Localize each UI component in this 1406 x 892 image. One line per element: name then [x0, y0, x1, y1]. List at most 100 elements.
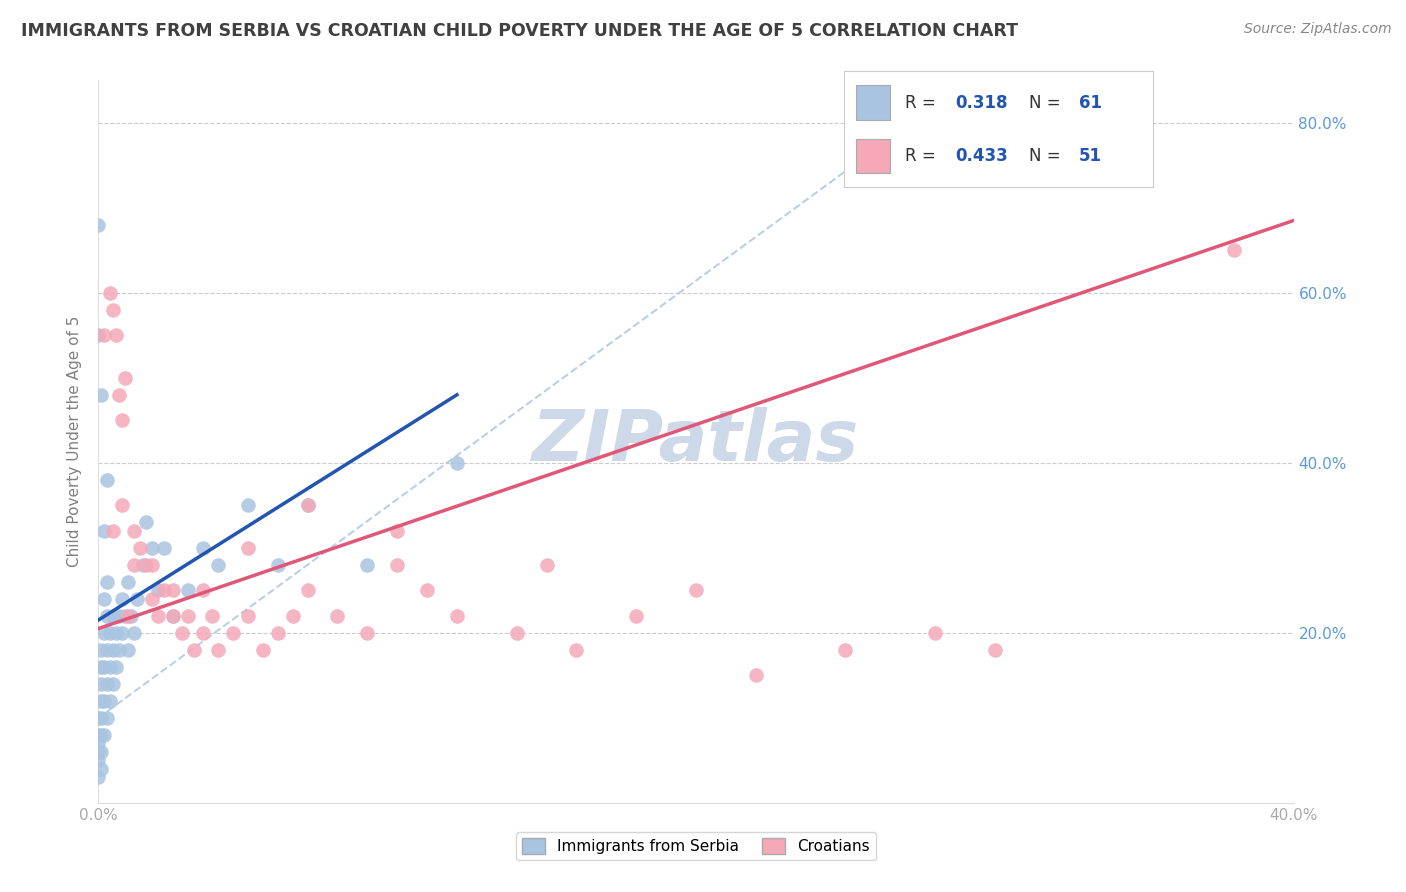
- Point: [252, 642, 274, 657]
- Point: [153, 583, 176, 598]
- Point: [297, 498, 319, 512]
- Point: [87, 218, 110, 232]
- Point: [124, 524, 146, 538]
- Point: [93, 660, 115, 674]
- Point: [124, 558, 146, 572]
- Point: [177, 583, 200, 598]
- Point: [129, 541, 152, 555]
- Text: N =: N =: [1029, 94, 1066, 112]
- Text: 51: 51: [1078, 147, 1102, 165]
- Text: ZIPatlas: ZIPatlas: [533, 407, 859, 476]
- Point: [416, 583, 439, 598]
- Point: [267, 625, 290, 640]
- Point: [924, 625, 946, 640]
- Point: [191, 541, 214, 555]
- Point: [446, 608, 468, 623]
- Point: [1223, 244, 1246, 258]
- Point: [93, 328, 115, 343]
- Point: [111, 413, 134, 427]
- Point: [135, 516, 157, 530]
- Point: [207, 558, 229, 572]
- Point: [111, 625, 134, 640]
- Text: R =: R =: [905, 147, 942, 165]
- Text: N =: N =: [1029, 147, 1066, 165]
- Point: [626, 608, 648, 623]
- Point: [108, 608, 131, 623]
- Point: [201, 608, 224, 623]
- Point: [236, 541, 259, 555]
- Point: [103, 302, 125, 317]
- Point: [114, 371, 136, 385]
- Point: [96, 677, 118, 691]
- Point: [385, 558, 409, 572]
- Point: [162, 583, 184, 598]
- Point: [90, 711, 112, 725]
- Point: [124, 625, 146, 640]
- Point: [105, 660, 128, 674]
- Point: [162, 608, 184, 623]
- FancyBboxPatch shape: [856, 138, 890, 173]
- Point: [536, 558, 558, 572]
- Point: [96, 473, 118, 487]
- Point: [90, 762, 112, 776]
- Point: [177, 608, 200, 623]
- Point: [117, 608, 139, 623]
- Point: [297, 498, 319, 512]
- Text: 0.433: 0.433: [955, 147, 1008, 165]
- Point: [93, 625, 115, 640]
- Point: [103, 642, 125, 657]
- Point: [191, 625, 214, 640]
- Point: [96, 574, 118, 589]
- Point: [236, 498, 259, 512]
- Point: [127, 591, 149, 606]
- Point: [356, 558, 378, 572]
- Point: [108, 642, 131, 657]
- Point: [90, 642, 112, 657]
- Point: [834, 642, 856, 657]
- Point: [103, 608, 125, 623]
- Point: [87, 728, 110, 742]
- Text: 61: 61: [1078, 94, 1102, 112]
- Point: [90, 388, 112, 402]
- Point: [111, 498, 134, 512]
- Point: [117, 574, 139, 589]
- Point: [90, 745, 112, 759]
- Point: [153, 541, 176, 555]
- Point: [98, 660, 122, 674]
- Point: [96, 608, 118, 623]
- Point: [141, 541, 163, 555]
- Point: [90, 694, 112, 708]
- Point: [191, 583, 214, 598]
- Point: [356, 625, 378, 640]
- Text: 0.318: 0.318: [955, 94, 1008, 112]
- Point: [506, 625, 529, 640]
- Point: [207, 642, 229, 657]
- Point: [98, 625, 122, 640]
- Point: [87, 736, 110, 750]
- Point: [87, 328, 110, 343]
- Point: [984, 642, 1007, 657]
- Point: [745, 668, 768, 682]
- Point: [565, 642, 588, 657]
- Point: [446, 456, 468, 470]
- Point: [236, 608, 259, 623]
- Point: [281, 608, 304, 623]
- Point: [98, 285, 122, 300]
- Point: [685, 583, 707, 598]
- Point: [148, 608, 170, 623]
- Text: IMMIGRANTS FROM SERBIA VS CROATIAN CHILD POVERTY UNDER THE AGE OF 5 CORRELATION : IMMIGRANTS FROM SERBIA VS CROATIAN CHILD…: [21, 22, 1018, 40]
- Point: [132, 558, 155, 572]
- Point: [105, 625, 128, 640]
- Point: [93, 524, 115, 538]
- Point: [93, 694, 115, 708]
- Point: [90, 677, 112, 691]
- Point: [297, 583, 319, 598]
- Point: [135, 558, 157, 572]
- Point: [93, 591, 115, 606]
- Point: [111, 591, 134, 606]
- Point: [148, 583, 170, 598]
- Point: [120, 608, 142, 623]
- Point: [108, 388, 131, 402]
- Text: Source: ZipAtlas.com: Source: ZipAtlas.com: [1244, 22, 1392, 37]
- Point: [117, 642, 139, 657]
